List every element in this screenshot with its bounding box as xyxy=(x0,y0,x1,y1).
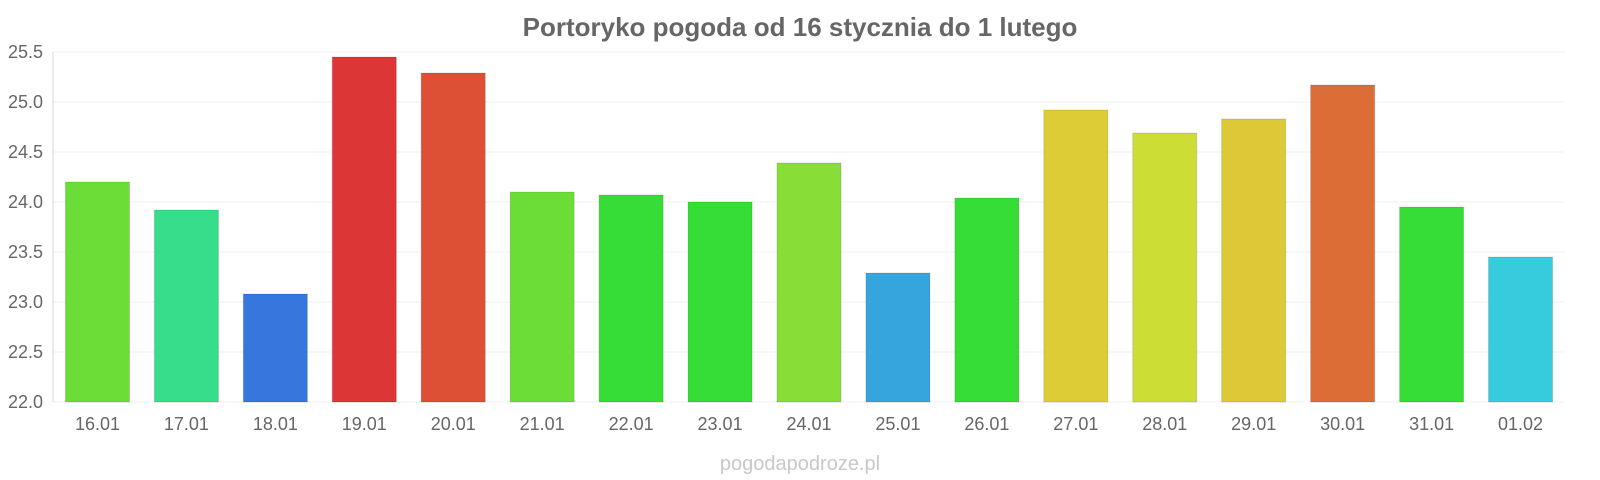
x-tick-label: 30.01 xyxy=(1320,414,1365,434)
bar-27.01 xyxy=(1043,109,1109,403)
x-tick-label: 23.01 xyxy=(698,414,743,434)
bar-31.01 xyxy=(1399,206,1465,403)
bar-29.01 xyxy=(1221,118,1287,403)
bar-20.01 xyxy=(420,72,486,403)
bar-22.01 xyxy=(598,194,664,403)
bar-19.01 xyxy=(331,56,397,403)
x-tick-label: 21.01 xyxy=(520,414,565,434)
bar-24.01 xyxy=(776,162,842,403)
bar-16.01 xyxy=(64,181,130,403)
y-tick-label: 24.5 xyxy=(8,142,43,162)
x-axis-ticks: 16.01 17.01 18.01 19.01 20.01 21.01 22.01 23.01… xyxy=(75,414,1543,434)
y-tick-label: 23.5 xyxy=(8,242,43,262)
bar-23.01 xyxy=(687,201,753,403)
x-tick-label: 18.01 xyxy=(253,414,298,434)
x-tick-label: 24.01 xyxy=(786,414,831,434)
x-tick-label: 17.01 xyxy=(164,414,209,434)
x-tick-label: 16.01 xyxy=(75,414,120,434)
watermark: pogodapodroze.pl xyxy=(720,453,880,475)
y-tick-label: 22.5 xyxy=(8,342,43,362)
x-tick-label: 27.01 xyxy=(1053,414,1098,434)
x-tick-label: 29.01 xyxy=(1231,414,1276,434)
bar-17.01 xyxy=(153,209,219,403)
bar-28.01 xyxy=(1132,132,1198,403)
x-tick-label: 25.01 xyxy=(875,414,920,434)
y-tick-label: 22.0 xyxy=(8,392,43,412)
bar-25.01 xyxy=(865,272,931,403)
bar-01.02 xyxy=(1488,256,1554,403)
x-tick-label: 22.01 xyxy=(609,414,654,434)
bar-21.01 xyxy=(509,191,575,403)
chart-title: Portoryko pogoda od 16 stycznia do 1 lut… xyxy=(523,12,1078,42)
x-tick-label: 28.01 xyxy=(1142,414,1187,434)
x-tick-label: 01.02 xyxy=(1498,414,1543,434)
x-tick-label: 19.01 xyxy=(342,414,387,434)
bar-30.01 xyxy=(1310,84,1376,403)
x-tick-label: 31.01 xyxy=(1409,414,1454,434)
bars xyxy=(64,56,1554,403)
y-tick-label: 24.0 xyxy=(8,192,43,212)
y-axis-ticks: 22.0 22.5 23.0 23.5 24.0 24.5 25.0 25.5 xyxy=(8,42,43,412)
x-tick-label: 20.01 xyxy=(431,414,476,434)
y-tick-label: 23.0 xyxy=(8,292,43,312)
y-tick-label: 25.5 xyxy=(8,42,43,62)
y-tick-label: 25.0 xyxy=(8,92,43,112)
bar-18.01 xyxy=(242,293,308,403)
bar-26.01 xyxy=(954,197,1020,403)
x-tick-label: 26.01 xyxy=(964,414,1009,434)
